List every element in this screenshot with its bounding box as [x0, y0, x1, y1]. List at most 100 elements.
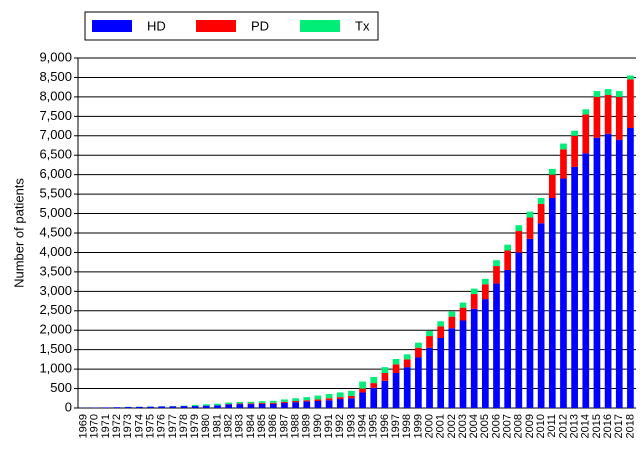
legend-label: Tx — [355, 18, 370, 33]
bar-segment — [415, 347, 422, 358]
x-tick-label: 1994 — [356, 414, 368, 438]
bar-segment — [247, 401, 255, 404]
bar-segment — [403, 367, 411, 408]
bar-segment — [370, 383, 378, 388]
bar-segment — [392, 373, 400, 408]
y-tick-label: 1,500 — [39, 341, 72, 356]
y-tick-label: 7,500 — [39, 108, 72, 123]
bar-segment — [537, 223, 545, 408]
bar-segment — [504, 250, 512, 270]
bar-segment — [615, 139, 623, 408]
bar-segment — [336, 392, 344, 398]
y-tick-label: 7,000 — [39, 127, 72, 142]
bar-segment — [348, 398, 355, 408]
bar-segment — [258, 402, 266, 404]
y-tick-label: 6,000 — [39, 166, 72, 181]
bar-segment — [191, 404, 199, 407]
bar-segment — [571, 130, 578, 136]
bar-segment — [191, 406, 199, 408]
bar-segment — [225, 402, 233, 405]
bar-segment — [437, 321, 445, 327]
bar-segment — [236, 404, 244, 408]
bar-segment — [470, 294, 478, 309]
bar-segment — [370, 376, 378, 384]
x-tick-label: 1998 — [401, 414, 413, 438]
x-tick-label: 1993 — [345, 414, 357, 438]
bar-segment — [392, 359, 400, 365]
bar-segment — [236, 401, 244, 404]
x-tick-label: 1983 — [234, 414, 246, 438]
bar-segment — [214, 403, 221, 406]
x-tick-label: 1984 — [245, 414, 257, 438]
x-tick-label: 1995 — [368, 414, 380, 438]
bar-segment — [582, 114, 590, 154]
bar-segment — [281, 402, 288, 408]
bar-segment — [627, 75, 634, 80]
x-tick-label: 1973 — [122, 414, 134, 438]
x-tick-label: 1978 — [178, 414, 190, 438]
bar-segment — [426, 336, 433, 348]
y-tick-label: 4,000 — [39, 244, 72, 259]
bar-segment — [269, 400, 277, 403]
bar-segment — [269, 402, 277, 404]
x-tick-label: 1975 — [144, 414, 156, 438]
bar-segment — [515, 231, 523, 253]
bar-segment — [493, 283, 500, 408]
bar-segment — [437, 326, 445, 338]
x-tick-label: 1970 — [89, 414, 101, 438]
bar-segment — [348, 395, 355, 399]
bar-segment — [381, 373, 389, 381]
bar-segment — [269, 403, 277, 408]
bar-segment — [537, 198, 545, 204]
bar-segment — [548, 168, 556, 175]
y-tick-label: 5,500 — [39, 186, 72, 201]
y-tick-label: 1,000 — [39, 361, 72, 376]
x-tick-label: 1990 — [312, 414, 324, 438]
bar-segment — [258, 403, 266, 408]
x-tick-label: 2008 — [513, 414, 525, 438]
bar-segment — [526, 211, 534, 218]
bar-segment — [426, 331, 433, 337]
x-tick-label: 1999 — [412, 414, 424, 438]
bar-segment — [370, 387, 378, 408]
bar-segment — [102, 407, 110, 408]
x-tick-label: 1971 — [100, 414, 112, 438]
y-tick-label: 9,000 — [39, 49, 72, 64]
bar-segment — [560, 149, 567, 179]
bar-segment — [615, 96, 623, 140]
y-tick-label: 6,500 — [39, 147, 72, 162]
bar-segment — [403, 354, 411, 360]
bar-segment — [571, 166, 578, 408]
bar-segment — [381, 367, 389, 373]
y-tick-label: 5,000 — [39, 205, 72, 220]
legend-swatch — [300, 20, 340, 32]
x-tick-label: 1980 — [200, 414, 212, 438]
legend-swatch — [196, 20, 236, 32]
y-tick-label: 8,500 — [39, 69, 72, 84]
y-tick-label: 3,000 — [39, 283, 72, 298]
legend-swatch — [92, 20, 132, 32]
bar-segment — [247, 404, 255, 408]
bar-segment — [604, 94, 612, 134]
y-tick-label: 2,000 — [39, 322, 72, 337]
y-tick-label: 3,500 — [39, 263, 72, 278]
bar-segment — [314, 401, 322, 408]
bar-segment — [292, 398, 299, 401]
bar-segment — [336, 397, 344, 400]
x-tick-label: 1991 — [323, 414, 335, 438]
bar-segment — [582, 109, 590, 115]
bar-segment — [526, 238, 534, 408]
bar-segment — [604, 133, 612, 409]
bar-segment — [415, 357, 422, 408]
bar-segment — [281, 399, 288, 402]
bar-segment — [281, 401, 288, 403]
bar-segment — [515, 225, 523, 232]
x-tick-label: 2011 — [546, 414, 558, 438]
x-tick-label: 2007 — [502, 414, 514, 438]
x-tick-label: 2010 — [535, 414, 547, 438]
bar-segment — [470, 288, 478, 295]
bar-segment — [359, 388, 366, 393]
bar-segment — [325, 394, 333, 399]
bar-segment — [448, 316, 456, 329]
